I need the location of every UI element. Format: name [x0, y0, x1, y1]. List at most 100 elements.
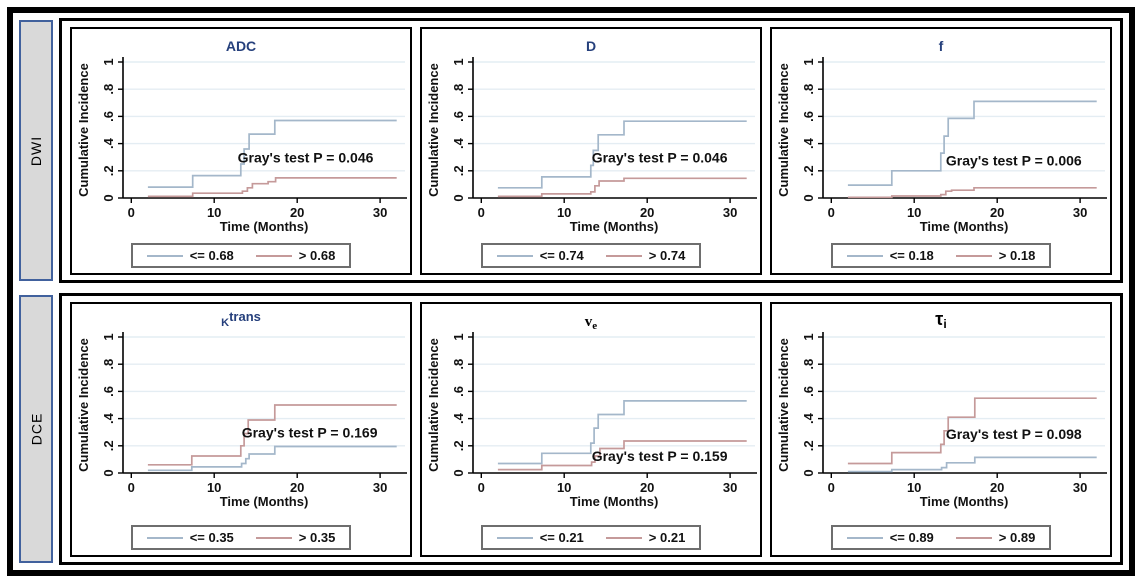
row-label-dce: DCE: [19, 295, 53, 563]
legend-item: > 0.35: [255, 530, 336, 545]
legend-line-sample-blue: [846, 536, 883, 539]
legend-line-sample-blue: [496, 254, 533, 257]
svg-text:Cumulative Incidence: Cumulative Incidence: [76, 63, 91, 197]
row-dwi: DWI ADC 0.2.4.6.8 1 0 10 20 30 Cumulative Inci…: [19, 18, 1123, 283]
svg-text:Time (Months): Time (Months): [920, 494, 1009, 509]
svg-text:.2: .2: [101, 165, 116, 176]
legend-item: <= 0.68: [146, 248, 234, 263]
svg-text:Cumulative Incidence: Cumulative Incidence: [776, 338, 791, 472]
svg-text:Gray's test P = 0.098: Gray's test P = 0.098: [946, 426, 1082, 442]
plot-title-ve: ve: [584, 307, 597, 332]
legend-line-sample-blue: [496, 536, 533, 539]
svg-text:Time (Months): Time (Months): [220, 219, 309, 234]
svg-text:20: 20: [640, 480, 654, 495]
legend-label: > 0.74: [648, 248, 686, 263]
legend-label: > 0.21: [648, 530, 686, 545]
plot-title-adc: ADC: [225, 32, 257, 54]
svg-text:30: 30: [373, 480, 387, 495]
svg-text:Gray's test P = 0.159: Gray's test P = 0.159: [592, 448, 728, 464]
svg-text:Gray's test P = 0.046: Gray's test P = 0.046: [238, 150, 374, 166]
legend-label: <= 0.68: [189, 248, 234, 263]
legend-label: <= 0.74: [539, 248, 584, 263]
legend-item: <= 0.18: [846, 248, 934, 263]
svg-text:.2: .2: [101, 440, 116, 451]
legend-item: > 0.21: [605, 530, 686, 545]
plot-ve: ve 0.2.4.6.8 1 0 10 20 30 Cumulative Incidence…: [420, 302, 762, 557]
svg-text:20: 20: [640, 205, 654, 220]
svg-text:Gray's test P = 0.046: Gray's test P = 0.046: [592, 150, 728, 166]
row-label-dwi-text: DWI: [28, 135, 44, 166]
svg-text:0: 0: [101, 469, 116, 476]
svg-text:.8: .8: [101, 84, 116, 95]
svg-text:0: 0: [101, 194, 116, 201]
svg-text:20: 20: [990, 205, 1004, 220]
svg-text:0: 0: [128, 205, 135, 220]
svg-text:Gray's test P = 0.006: Gray's test P = 0.006: [946, 152, 1082, 168]
d-legend: <= 0.74 > 0.74: [480, 243, 702, 268]
svg-text:.4: .4: [801, 412, 816, 424]
legend-item: > 0.74: [605, 248, 686, 263]
tau-i-legend: <= 0.89 > 0.89: [830, 525, 1052, 550]
svg-text:.8: .8: [101, 359, 116, 370]
svg-text:.8: .8: [801, 359, 816, 370]
plot-title-tau-i: τi: [935, 307, 946, 331]
svg-text:.6: .6: [101, 386, 116, 397]
svg-text:1: 1: [801, 333, 816, 340]
svg-text:.6: .6: [101, 111, 116, 122]
plot-d: D 0.2.4.6.8 1 0 10 20 30 Cumulative Incidence T…: [420, 27, 762, 275]
legend-label: > 0.35: [298, 530, 336, 545]
svg-text:20: 20: [290, 480, 304, 495]
svg-text:Gray's test P = 0.169: Gray's test P = 0.169: [242, 425, 378, 441]
legend-item: <= 0.35: [146, 530, 234, 545]
legend-label: > 0.18: [998, 248, 1036, 263]
svg-text:.6: .6: [451, 386, 466, 397]
svg-text:10: 10: [907, 480, 921, 495]
legend-item: > 0.68: [255, 248, 336, 263]
plot-title-sub: e: [592, 320, 598, 332]
svg-text:.8: .8: [451, 359, 466, 370]
legend-line-sample-red: [605, 254, 642, 257]
svg-text:0: 0: [451, 194, 466, 201]
row-dce: DCE Ktrans 0.2.4.6.8 1 0 10 20 30 Cumulative I…: [19, 293, 1123, 565]
plot-ktrans: Ktrans 0.2.4.6.8 1 0 10 20 30 Cumulative Incid…: [70, 302, 412, 557]
plot-title-text: v: [584, 314, 593, 330]
plot-title-d: D: [586, 32, 596, 54]
legend-item: <= 0.89: [846, 530, 934, 545]
legend-label: > 0.68: [298, 248, 336, 263]
svg-text:Cumulative Incidence: Cumulative Incidence: [776, 63, 791, 197]
legend-item: <= 0.74: [496, 248, 584, 263]
svg-text:.2: .2: [451, 165, 466, 176]
plot-title-sub: i: [943, 317, 947, 331]
legend-line-sample-blue: [146, 254, 183, 257]
svg-text:Cumulative Incidence: Cumulative Incidence: [76, 338, 91, 472]
svg-text:.2: .2: [451, 440, 466, 451]
plot-title-ktrans: Ktrans: [221, 307, 261, 329]
svg-text:0: 0: [801, 194, 816, 201]
svg-text:1: 1: [101, 58, 116, 65]
svg-text:20: 20: [290, 205, 304, 220]
f-legend: <= 0.18 > 0.18: [830, 243, 1052, 268]
svg-text:Time (Months): Time (Months): [570, 219, 659, 234]
row-label-dce-text: DCE: [28, 412, 44, 446]
row-label-dwi: DWI: [19, 20, 53, 281]
svg-text:10: 10: [557, 480, 571, 495]
plot-title-text: τ: [935, 309, 944, 329]
svg-text:10: 10: [207, 480, 221, 495]
svg-text:0: 0: [801, 469, 816, 476]
svg-text:Time (Months): Time (Months): [220, 494, 309, 509]
legend-label: > 0.89: [998, 530, 1036, 545]
svg-text:0: 0: [478, 480, 485, 495]
legend-line-sample-red: [955, 254, 992, 257]
svg-text:10: 10: [207, 205, 221, 220]
svg-text:.4: .4: [451, 412, 466, 424]
legend-label: <= 0.21: [539, 530, 584, 545]
svg-text:30: 30: [1073, 205, 1087, 220]
svg-text:10: 10: [557, 205, 571, 220]
plot-f: f 0.2.4.6.8 1 0 10 20 30 Cumulative Incidence T…: [770, 27, 1112, 275]
plot-title-text: ADC: [225, 38, 257, 54]
plot-tau-i: τi 0.2.4.6.8 1 0 10 20 30 Cumulative Incidence…: [770, 302, 1112, 557]
legend-item: <= 0.21: [496, 530, 584, 545]
